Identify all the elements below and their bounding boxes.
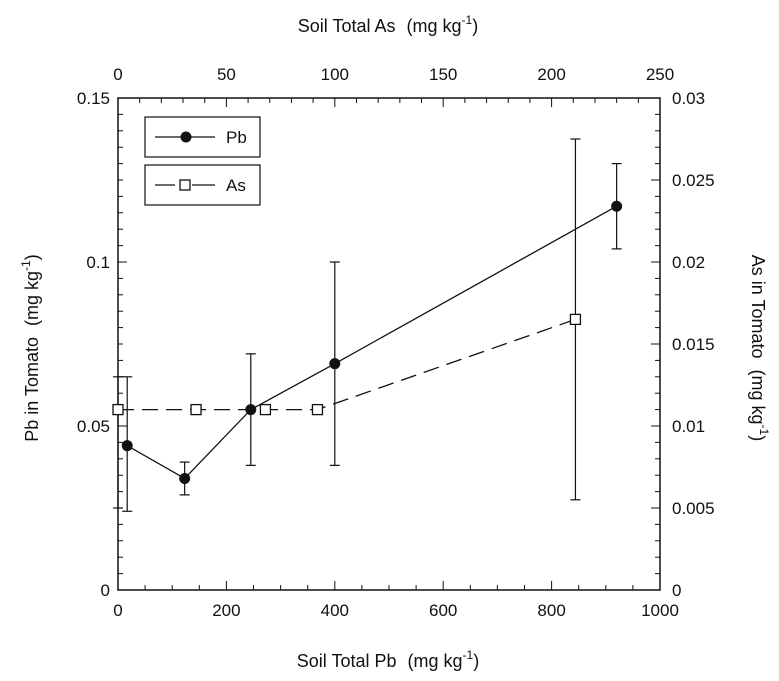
data-point-as xyxy=(311,403,324,416)
right-y-axis-title: As in Tomato (mg kg-1) xyxy=(748,255,771,441)
bottom-x-tick-label: 600 xyxy=(429,601,457,620)
right-y-tick-label: 0.025 xyxy=(672,171,715,190)
left-y-tick-label: 0.1 xyxy=(86,253,110,272)
legend-marker-as xyxy=(179,179,191,191)
legend-box-as xyxy=(144,164,261,206)
data-point-pb xyxy=(121,440,133,452)
data-point-pb xyxy=(611,200,623,212)
top-x-tick-label: 0 xyxy=(113,65,122,84)
bottom-x-tick-label: 200 xyxy=(212,601,240,620)
right-y-tick-label: 0.015 xyxy=(672,335,715,354)
legend-label-pb: Pb xyxy=(226,128,247,147)
right-y-tick-label: 0.02 xyxy=(672,253,705,272)
data-point-as xyxy=(569,313,582,326)
left-y-tick-label: 0.15 xyxy=(77,89,110,108)
data-point-pb xyxy=(179,472,191,484)
legend-label-as: As xyxy=(226,176,246,195)
top-x-axis-title: Soil Total As (mg kg-1) xyxy=(298,13,478,36)
bottom-x-tick-label: 0 xyxy=(113,601,122,620)
top-x-tick-label: 250 xyxy=(646,65,674,84)
left-y-tick-label: 0 xyxy=(101,581,110,600)
top-x-tick-label: 50 xyxy=(217,65,236,84)
series-line-as xyxy=(118,318,576,411)
top-x-tick-label: 100 xyxy=(321,65,349,84)
right-y-tick-label: 0.03 xyxy=(672,89,705,108)
top-x-tick-label: 150 xyxy=(429,65,457,84)
legend: Pb As xyxy=(144,116,261,206)
right-y-tick-label: 0 xyxy=(672,581,681,600)
left-y-tick-label: 0.05 xyxy=(77,417,110,436)
data-point-pb xyxy=(329,358,341,370)
data-point-as xyxy=(112,403,124,416)
top-x-tick-label: 200 xyxy=(537,65,565,84)
series-line-pb xyxy=(126,205,617,480)
bottom-x-tick-label: 1000 xyxy=(641,601,679,620)
bottom-x-axis-title: Soil Total Pb (mg kg-1) xyxy=(297,648,479,671)
legend-marker-pb xyxy=(180,131,192,143)
data-point-as xyxy=(259,403,272,416)
left-y-axis-title: Pb in Tomato (mg kg-1) xyxy=(19,254,42,441)
right-y-tick-label: 0.005 xyxy=(672,499,715,518)
data-point-as xyxy=(190,403,202,416)
bottom-x-tick-label: 800 xyxy=(537,601,565,620)
right-y-tick-label: 0.01 xyxy=(672,417,705,436)
bottom-x-tick-label: 400 xyxy=(321,601,349,620)
